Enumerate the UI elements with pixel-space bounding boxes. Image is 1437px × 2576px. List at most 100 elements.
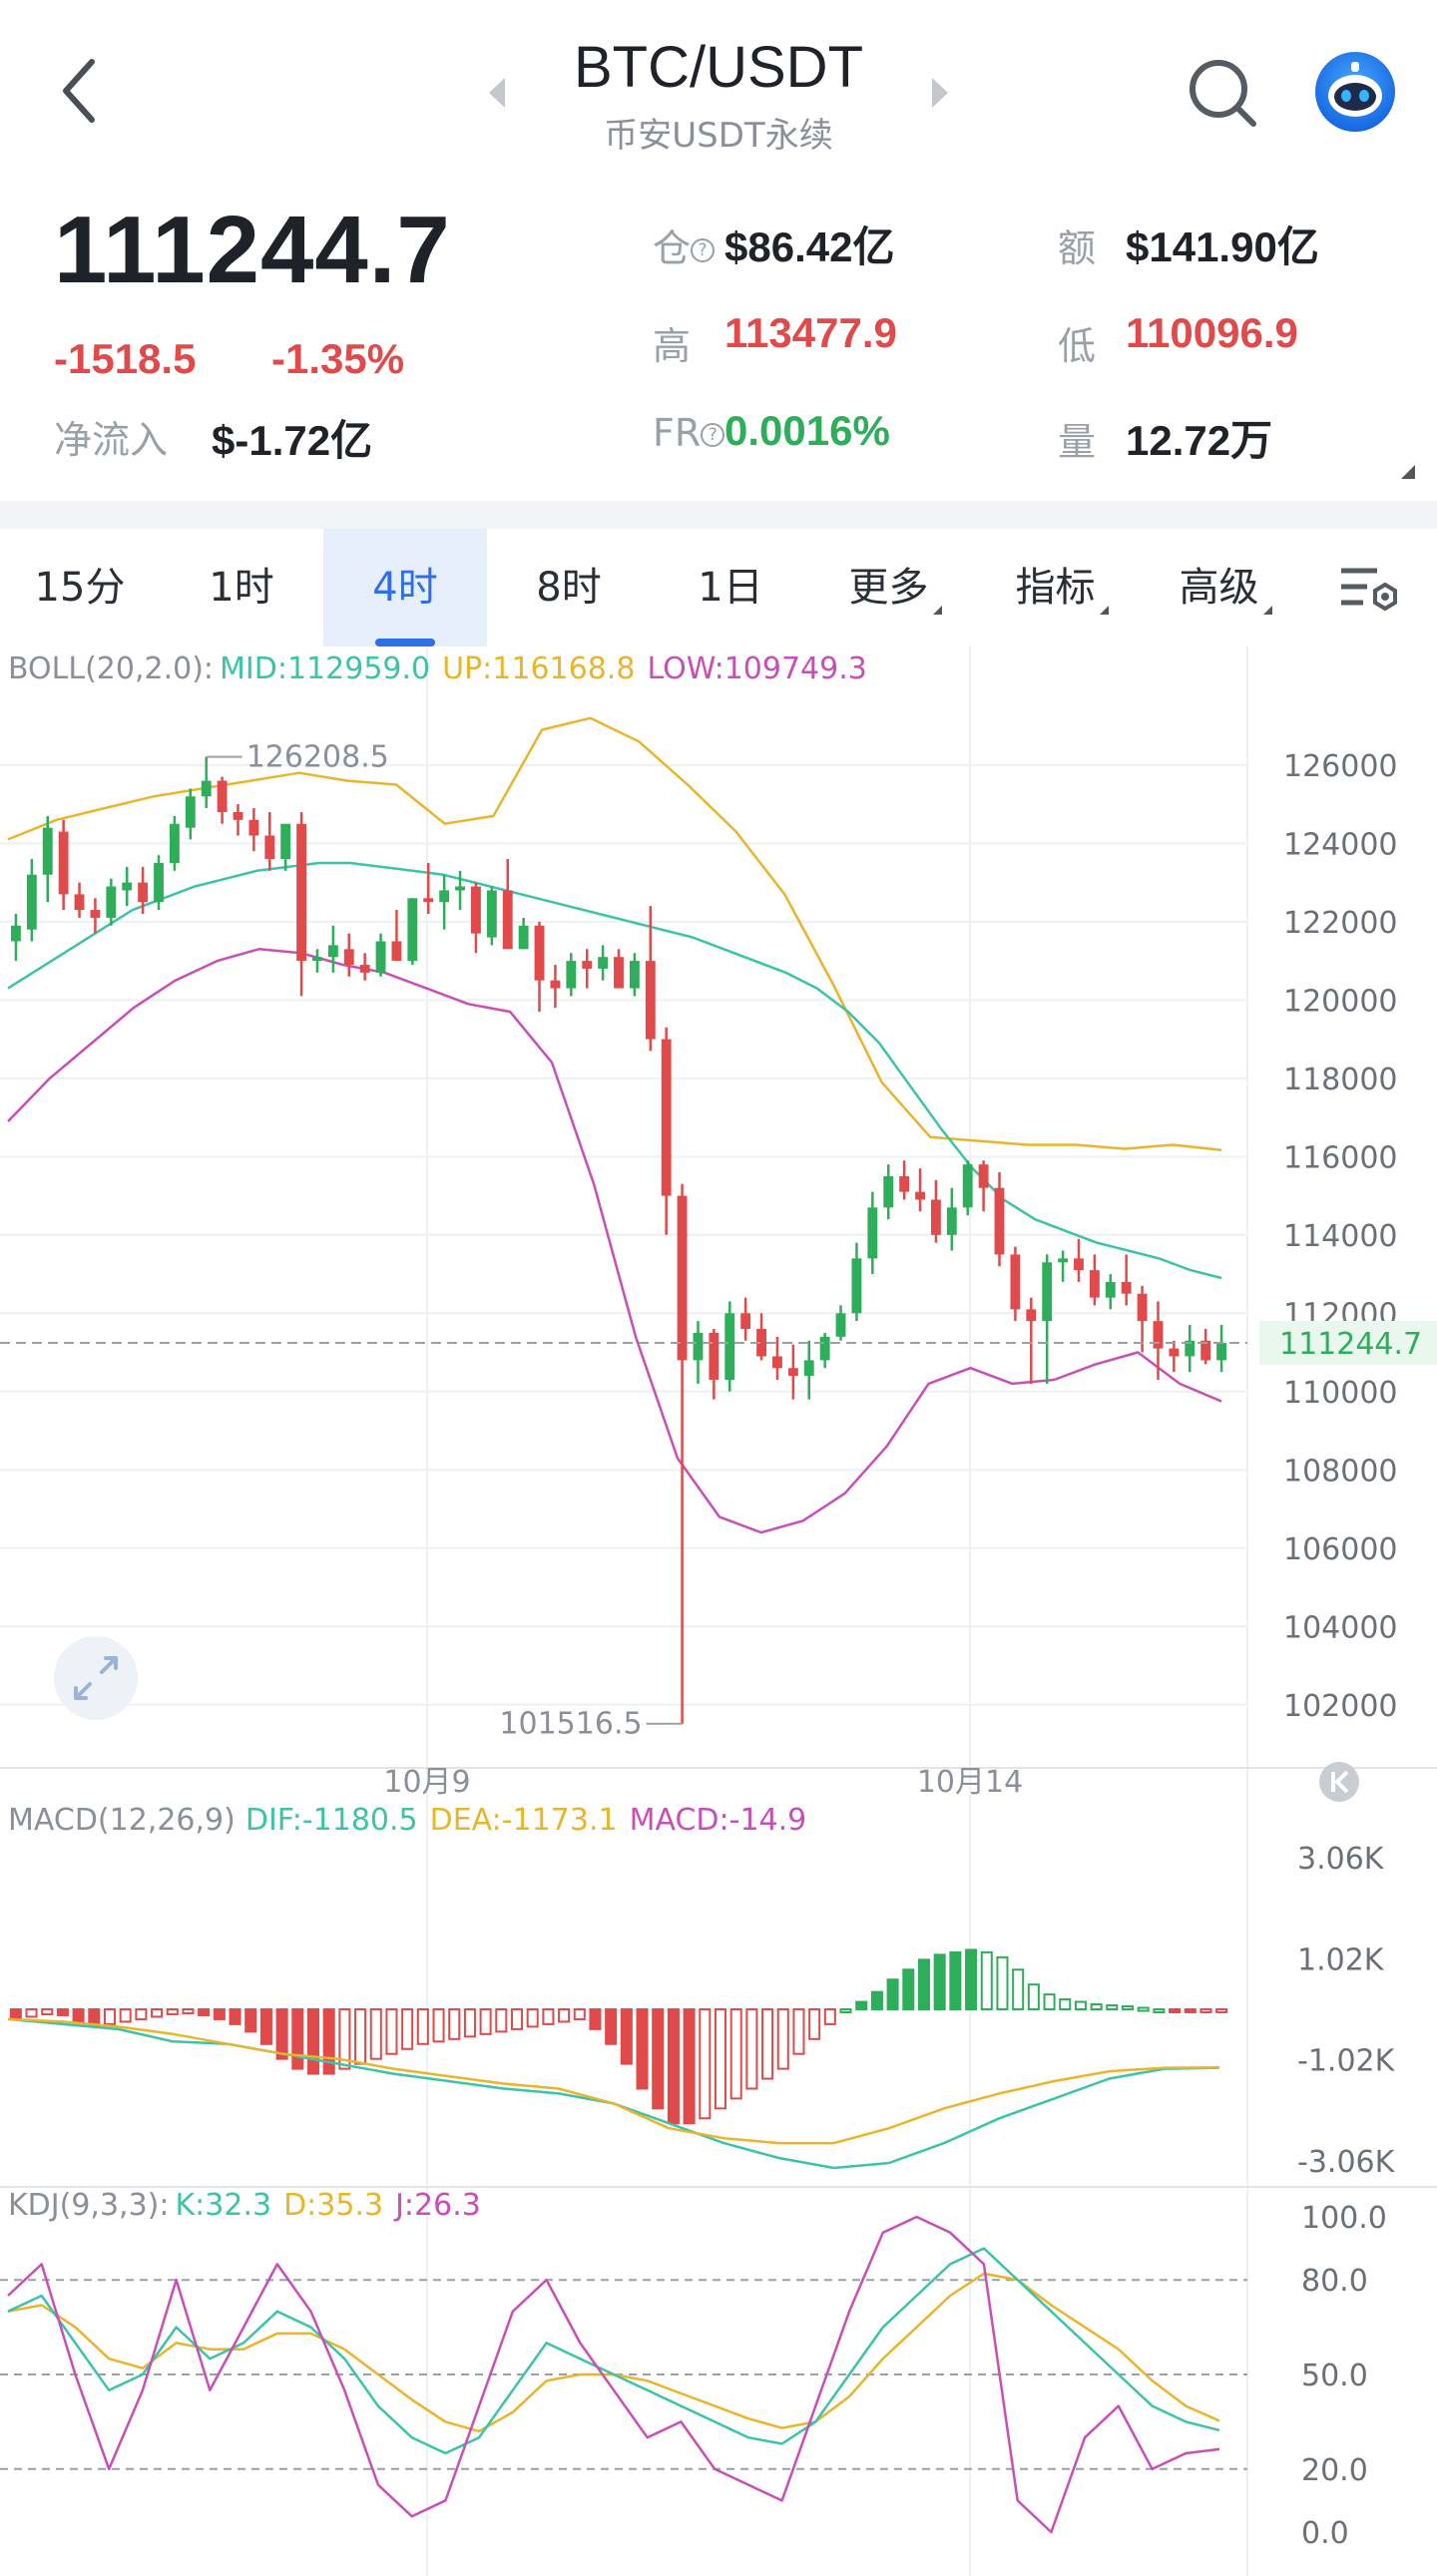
macd-histogram-bar [479,2008,492,2035]
macd-histogram-bar [56,2008,69,2016]
tab-1h[interactable]: 1时 [160,529,323,646]
macd-dea-line [7,2017,1220,2145]
candle-body [1089,1270,1100,1298]
candle-body [1058,1258,1069,1263]
macd-histogram-bar [41,2008,54,2015]
macd-histogram-bar [213,2008,226,2020]
chart-grid [0,646,1437,2576]
tab-indicators[interactable]: 指标 [980,529,1144,646]
back-icon[interactable] [52,56,112,126]
macd-histogram-bar [761,2008,774,2080]
macd-histogram-bar [432,2008,445,2043]
open-interest-value: $86.42亿 [724,223,895,270]
price-tick-label: 110000 [1283,1376,1398,1411]
macd-histogram-bar [542,2008,555,2025]
tab-15m[interactable]: 15分 [0,529,160,646]
kdj-legend: KDJ(9,3,3): K:32.3 D:35.3 J:26.3 [8,2188,481,2223]
price-tick-label: 114000 [1283,1219,1398,1254]
candle-body [629,961,640,989]
open-interest-label: 仓? [653,217,716,272]
macd-histogram-bar [463,2008,476,2038]
candle-body [1026,1309,1037,1322]
macd-dea-value: DEA:-1173.1 [430,1803,618,1838]
kdj-tick-label: 0.0 [1301,2516,1349,2551]
candle-body [296,823,307,962]
candle-body [11,925,21,942]
candlesticks [11,756,1226,1724]
candle-body [994,1187,1005,1255]
macd-histogram-bar [1137,2006,1150,2012]
macd-histogram-bar [1059,1998,1072,2010]
tab-label: 1日 [698,565,763,611]
expand-ticker-icon[interactable] [1401,465,1415,479]
macd-tick-label: -1.02K [1297,2044,1396,2079]
kdj-k-line [7,2247,1220,2455]
help-icon[interactable]: ? [701,423,725,447]
boll-mid-value: MID:112959.0 [220,651,430,686]
reset-scroll-icon[interactable] [1319,1762,1359,1802]
low-marker-label: 101516.5 [499,1707,642,1742]
tab-8h[interactable]: 8时 [487,529,651,646]
tab-4h[interactable]: 4时 [323,529,487,646]
candle-body [772,1356,782,1369]
candle-body [518,925,529,950]
macd-histogram-bar [401,2008,414,2050]
macd-histogram-bar [573,2008,586,2020]
change-percent: -1.35% [271,335,405,382]
current-price-box [1259,1320,1437,1365]
candle-body [867,1207,878,1259]
chart-settings-icon[interactable] [1337,563,1401,617]
search-icon[interactable] [1186,56,1261,132]
candle-body [455,886,465,891]
candle-body [1074,1258,1084,1271]
help-icon[interactable]: ? [691,238,716,262]
candle-body [915,1191,925,1200]
candle-body [582,961,593,969]
interval-tabs: 15分 1时 4时 8时 1日 更多 指标 高级 [0,529,1437,646]
candle-body [502,890,513,950]
next-pair-icon[interactable] [930,76,950,110]
macd-histogram-bar [605,2008,618,2045]
last-price: 111244.7 [54,197,451,303]
macd-histogram-bar [1027,1983,1040,2011]
macd-histogram-bar [103,2008,117,2025]
tab-1d[interactable]: 1日 [651,529,810,646]
boll-upper-line [7,716,1222,1151]
high-label: 高 [653,324,692,368]
pair-title[interactable]: BTC/USDT [574,35,863,100]
change-absolute: -1518.5 [54,335,197,382]
tab-label: 1时 [209,565,274,611]
kline-chart-area[interactable]: BOLL(20,2.0): MID:112959.0 UP:116168.8 LOW:… [0,646,1437,2576]
funding-rate-value: 0.0016% [724,407,890,454]
candle-body [217,780,228,812]
boll-legend: BOLL(20,2.0): MID:112959.0 UP:116168.8 LOW:… [8,651,867,686]
macd-histogram-bar [714,2008,727,2110]
candle-body [471,886,481,934]
candle-body [486,890,497,938]
candle-body [598,957,609,969]
candle-body [264,835,275,860]
macd-histogram-bar [1215,2008,1228,2013]
tab-advanced[interactable]: 高级 [1144,529,1307,646]
macd-histogram-bar [683,2008,696,2125]
price-tick-label: 102000 [1283,1689,1398,1724]
macd-histogram-bar [385,2008,398,2055]
candle-body [1200,1340,1211,1361]
candle-body [439,890,450,903]
tab-more[interactable]: 更多 [810,529,980,646]
low-label: 低 [1058,324,1097,368]
candle-body [42,827,53,875]
candle-body [58,831,69,895]
candle-body [1105,1281,1116,1298]
macd-histogram-bar [1074,2000,1087,2011]
kdj-name: KDJ(9,3,3): [8,2188,169,2223]
robot-avatar-icon[interactable] [1313,50,1397,134]
dropdown-icon [1099,606,1109,615]
expand-icon[interactable] [54,1636,138,1720]
candle-body [946,1207,957,1235]
price-tick-label: 122000 [1283,906,1398,941]
open-interest-label-text: 仓 [653,226,692,270]
candle-body [1216,1342,1226,1361]
macd-histogram-bar [636,2008,649,2090]
prev-pair-icon[interactable] [487,76,507,110]
